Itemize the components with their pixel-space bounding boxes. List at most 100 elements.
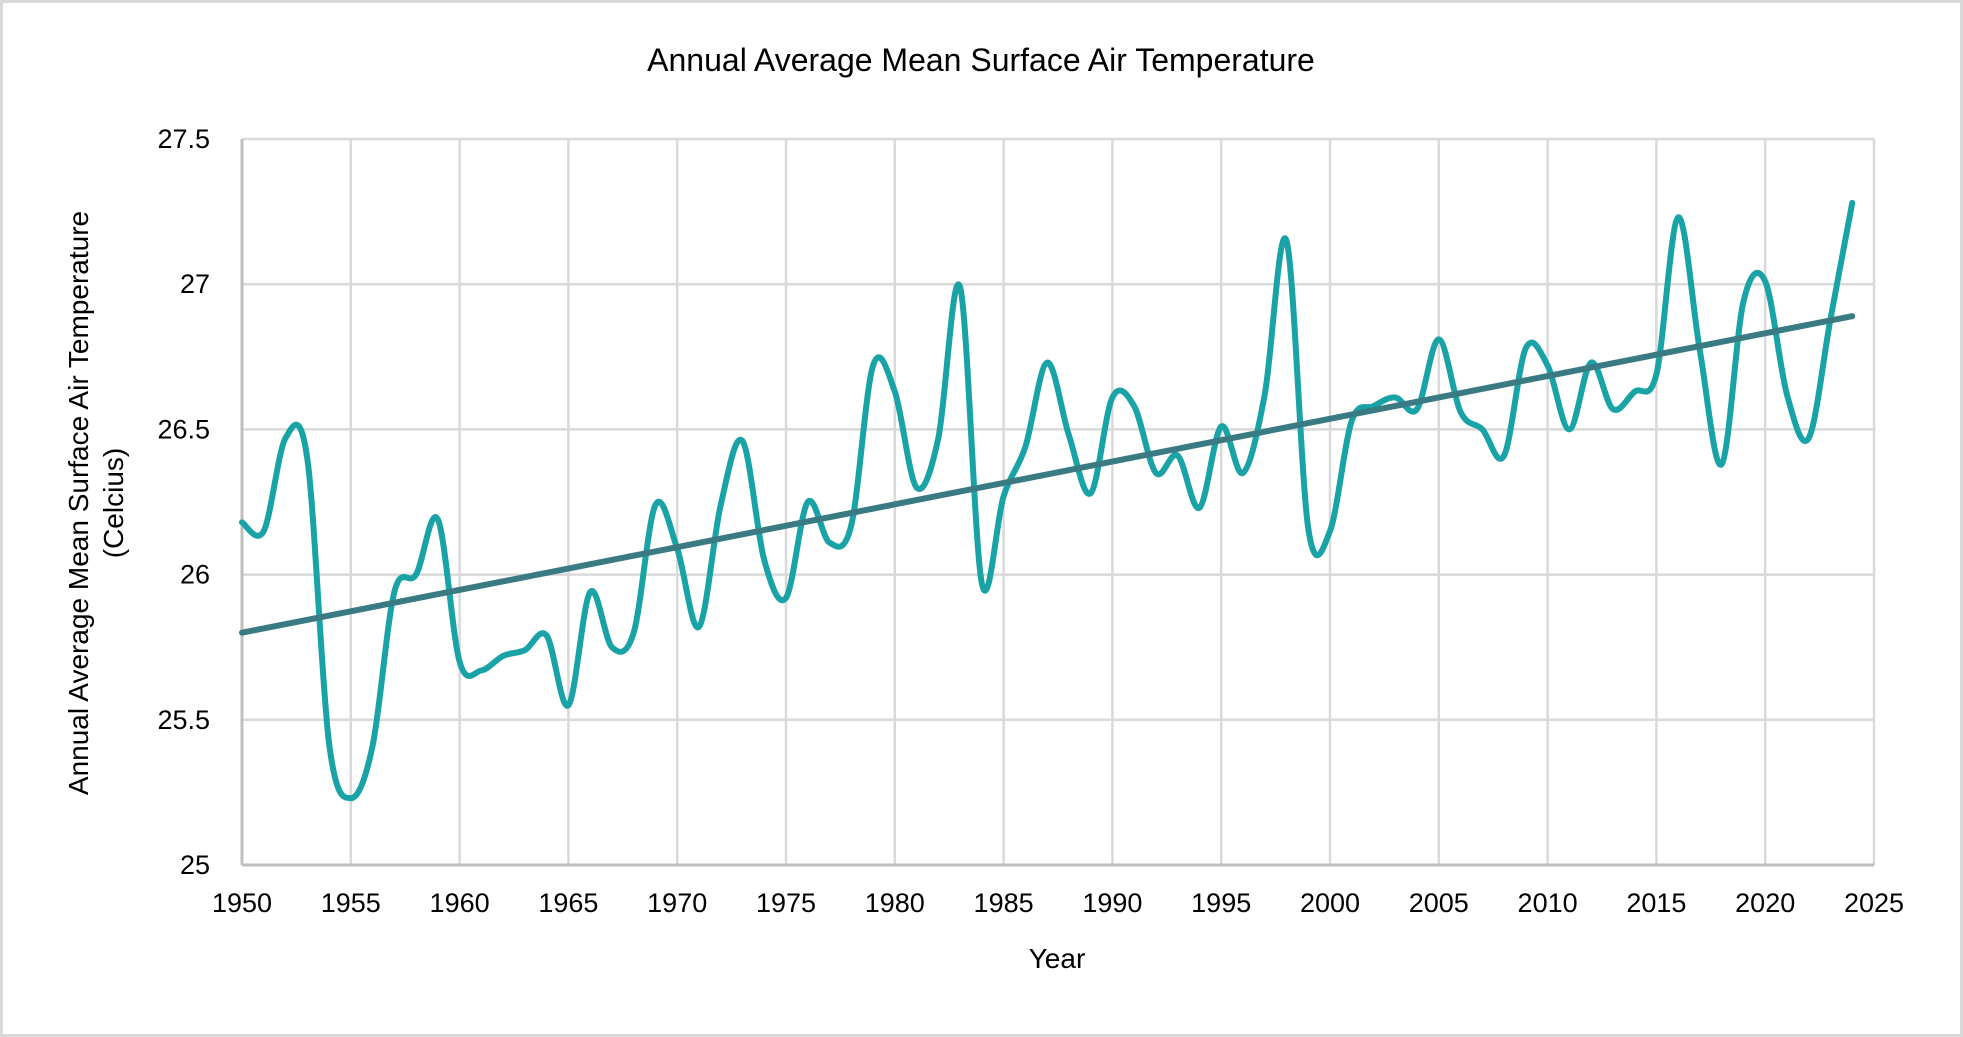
data-point-2005	[1436, 336, 1442, 342]
data-point-2001	[1349, 418, 1355, 424]
data-point-1996	[1240, 470, 1246, 476]
x-tick-label: 1950	[212, 888, 272, 918]
chart-title: Annual Average Mean Surface Air Temperat…	[647, 42, 1315, 78]
data-point-2006	[1458, 409, 1464, 415]
temperature-series-line	[239, 199, 1856, 802]
data-point-1968	[631, 630, 637, 636]
data-point-1960	[457, 659, 463, 665]
data-point-1987	[1044, 360, 1050, 366]
y-tick-labels: 25 25.5 26 26.5 27 27.5	[157, 124, 210, 880]
data-point-1999	[1305, 525, 1311, 531]
data-point-1950	[239, 519, 245, 525]
data-point-1972	[718, 502, 724, 508]
x-tick-labels: 1950 1955 1960 1965 1970 1975 1980 1985 1990 1995…	[212, 888, 1904, 918]
data-point-1971	[696, 624, 702, 630]
temperature-data-points	[239, 200, 1855, 801]
y-tick-label: 27.5	[157, 124, 210, 154]
data-point-1989	[1088, 490, 1094, 496]
data-point-1977	[827, 540, 833, 546]
x-tick-label: 1975	[756, 888, 816, 918]
data-point-2009	[1523, 345, 1529, 351]
x-tick-label: 2025	[1844, 888, 1904, 918]
data-point-1995	[1218, 423, 1224, 429]
data-point-1991	[1131, 403, 1137, 409]
x-tick-label: 2015	[1626, 888, 1686, 918]
data-point-1998	[1283, 238, 1289, 244]
y-axis-label: Annual Average Mean Surface Air Temperat…	[63, 211, 129, 795]
x-tick-label: 1985	[974, 888, 1034, 918]
data-point-2004	[1414, 406, 1420, 412]
x-tick-label: 1960	[430, 888, 490, 918]
data-point-1994	[1196, 505, 1202, 511]
x-tick-label: 1980	[865, 888, 925, 918]
data-point-1976	[805, 499, 811, 505]
data-point-1963	[522, 647, 528, 653]
data-point-1951	[261, 528, 267, 534]
data-point-2018	[1719, 461, 1725, 467]
data-point-1979	[870, 363, 876, 369]
trend-line	[239, 313, 1856, 636]
data-point-2010	[1545, 363, 1551, 369]
axes	[240, 139, 1874, 867]
data-point-2013	[1610, 406, 1616, 412]
data-point-1980	[892, 389, 898, 395]
x-tick-label: 2020	[1735, 888, 1795, 918]
data-point-2011	[1566, 426, 1572, 432]
x-tick-label: 1955	[321, 888, 381, 918]
data-point-2016	[1675, 214, 1681, 220]
data-point-1982	[935, 435, 941, 441]
data-point-1986	[1022, 444, 1028, 450]
data-point-1985	[1001, 493, 1007, 499]
data-point-1973	[739, 438, 745, 444]
x-tick-label: 1970	[647, 888, 707, 918]
x-tick-label: 2005	[1409, 888, 1469, 918]
data-point-2015	[1653, 371, 1659, 377]
x-tick-label: 1995	[1191, 888, 1251, 918]
gridlines	[242, 137, 1876, 865]
data-point-1955	[348, 795, 354, 801]
y-tick-label: 25	[180, 850, 210, 880]
data-point-1967	[609, 644, 615, 650]
x-axis-label: Year	[1029, 943, 1086, 974]
x-tick-label: 1990	[1082, 888, 1142, 918]
y-axis-label-line-2: (Celcius)	[98, 448, 129, 558]
x-tick-label: 1965	[538, 888, 598, 918]
y-tick-label: 25.5	[157, 705, 210, 735]
data-point-1961	[478, 667, 484, 673]
data-point-2014	[1632, 389, 1638, 395]
data-point-2024	[1849, 200, 1855, 206]
data-point-1975	[783, 595, 789, 601]
data-point-1957	[391, 589, 397, 595]
data-point-1974	[761, 557, 767, 563]
y-axis-label-line-1: Annual Average Mean Surface Air Temperat…	[63, 211, 94, 795]
data-point-1988	[1066, 432, 1072, 438]
data-point-1958	[413, 572, 419, 578]
data-point-1956	[370, 743, 376, 749]
x-tick-label: 2000	[1300, 888, 1360, 918]
data-point-1981	[914, 484, 920, 490]
data-point-1954	[326, 740, 332, 746]
data-point-1969	[652, 502, 658, 508]
data-point-2003	[1392, 394, 1398, 400]
data-point-2020	[1762, 278, 1768, 284]
y-tick-label: 26.5	[157, 414, 210, 444]
data-point-1964	[544, 633, 550, 639]
data-point-2007	[1479, 426, 1485, 432]
data-point-1953	[304, 455, 310, 461]
y-tick-label: 26	[180, 560, 210, 590]
data-point-1993	[1175, 453, 1181, 459]
data-point-1990	[1109, 394, 1115, 400]
data-point-1965	[565, 702, 571, 708]
data-point-1997	[1262, 392, 1268, 398]
y-tick-label: 27	[180, 269, 210, 299]
data-point-1962	[500, 653, 506, 659]
data-point-1992	[1153, 470, 1159, 476]
data-point-2008	[1501, 453, 1507, 459]
x-tick-label: 2010	[1518, 888, 1578, 918]
data-point-1984	[979, 580, 985, 586]
data-point-2022	[1806, 435, 1812, 441]
data-point-1978	[848, 522, 854, 528]
data-point-1983	[957, 284, 963, 290]
data-point-1966	[587, 589, 593, 595]
